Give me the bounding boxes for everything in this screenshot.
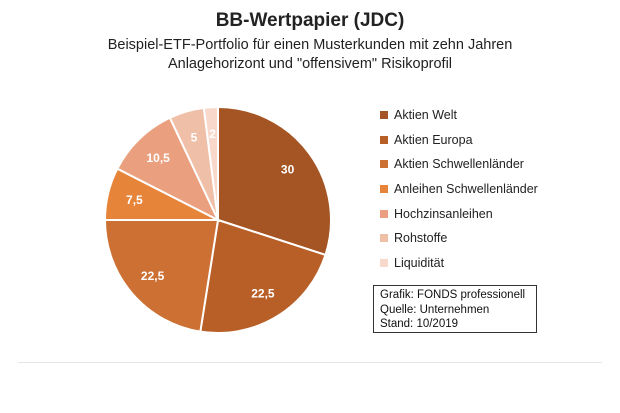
legend-label: Rohstoffe [394, 231, 448, 246]
legend-label: Aktien Schwellenländer [394, 157, 524, 172]
source-box: Grafik: FONDS professionell Quelle: Unte… [373, 285, 537, 333]
legend-item-aktien-schwellenlaender: Aktien Schwellenländer [380, 152, 538, 177]
pie-slice-aktien-schwellenlaender [103, 219, 220, 333]
pie-slice-hochzinsanleihen [115, 116, 221, 223]
legend-swatch [380, 209, 388, 218]
legend-item-anleihen-schwellenlaender: Anleihen Schwellenländer [380, 177, 538, 202]
legend-item-aktien-welt: Aktien Welt [380, 103, 538, 128]
subtitle-line-2: Anlagehorizont und "offensivem" Risikopr… [167, 56, 453, 72]
legend-item-hochzinsanleihen: Hochzinsanleihen [380, 201, 538, 226]
source-grafik: Grafik: FONDS professionell [380, 289, 526, 301]
pie-slice-aktien-welt [217, 105, 332, 257]
legend-label: Hochzinsanleihen [394, 206, 493, 221]
divider-line [18, 362, 602, 363]
pie-slice-liquiditaet [202, 105, 219, 221]
legend: Aktien Welt Aktien Europa Aktien Schwell… [380, 103, 538, 275]
data-label-liquiditaet: 2 [209, 127, 216, 141]
source-stand: Stand: 10/2019 [380, 318, 459, 330]
legend-item-rohstoffe: Rohstoffe [380, 226, 538, 251]
subtitle-line-1: Beispiel-ETF-Portfolio für einen Musterk… [107, 37, 513, 53]
data-label-anleihen-schwellenlaender: 7,5 [126, 193, 143, 207]
legend-label: Aktien Welt [394, 108, 457, 123]
data-label-aktien-europa: 22,5 [251, 286, 275, 300]
pie-slice-aktien-europa [199, 218, 327, 334]
data-label-aktien-schwellenlaender: 22,5 [141, 269, 165, 283]
legend-swatch [380, 185, 388, 194]
chart-subtitle: Beispiel-ETF-Portfolio für einen Musterk… [40, 36, 580, 74]
source-quelle: Quelle: Unternehmen [380, 303, 490, 316]
data-label-aktien-welt: 30 [281, 162, 295, 176]
legend-swatch [380, 258, 388, 267]
legend-swatch [380, 135, 388, 144]
legend-label: Anleihen Schwellenländer [394, 182, 538, 197]
legend-swatch [380, 160, 388, 169]
data-label-rohstoffe: 5 [191, 130, 198, 144]
legend-item-liquiditaet: Liquidität [380, 251, 538, 276]
chart-title: BB-Wertpapier (JDC) [215, 10, 405, 31]
data-label-hochzinsanleihen: 10,5 [146, 151, 170, 165]
legend-swatch [380, 234, 388, 243]
legend-swatch [380, 111, 388, 120]
legend-label: Liquidität [394, 255, 445, 270]
legend-item-aktien-europa: Aktien Europa [380, 128, 538, 153]
legend-label: Aktien Europa [394, 132, 473, 147]
